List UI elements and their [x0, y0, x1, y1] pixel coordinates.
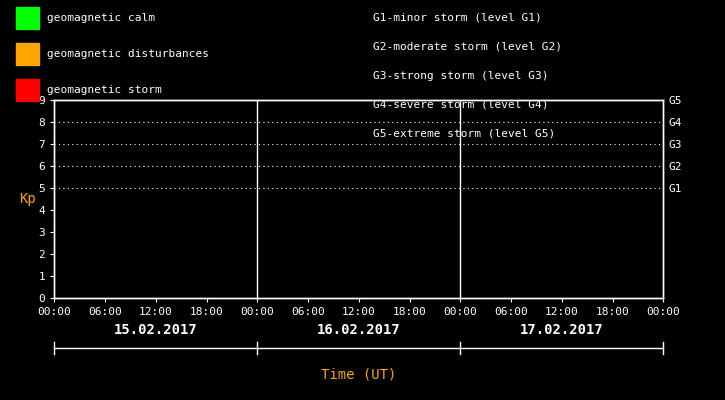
Text: geomagnetic calm: geomagnetic calm — [47, 13, 155, 23]
Text: geomagnetic disturbances: geomagnetic disturbances — [47, 49, 209, 59]
Text: G5-extreme storm (level G5): G5-extreme storm (level G5) — [373, 128, 555, 138]
Text: G1-minor storm (level G1): G1-minor storm (level G1) — [373, 13, 542, 23]
Text: Time (UT): Time (UT) — [321, 367, 397, 381]
Text: G3-strong storm (level G3): G3-strong storm (level G3) — [373, 70, 549, 81]
Text: 15.02.2017: 15.02.2017 — [114, 323, 198, 337]
Text: G4-severe storm (level G4): G4-severe storm (level G4) — [373, 99, 549, 109]
Text: 16.02.2017: 16.02.2017 — [317, 323, 401, 337]
Text: 17.02.2017: 17.02.2017 — [520, 323, 604, 337]
Text: G2-moderate storm (level G2): G2-moderate storm (level G2) — [373, 42, 563, 52]
Y-axis label: Kp: Kp — [19, 192, 36, 206]
Text: geomagnetic storm: geomagnetic storm — [47, 85, 162, 95]
